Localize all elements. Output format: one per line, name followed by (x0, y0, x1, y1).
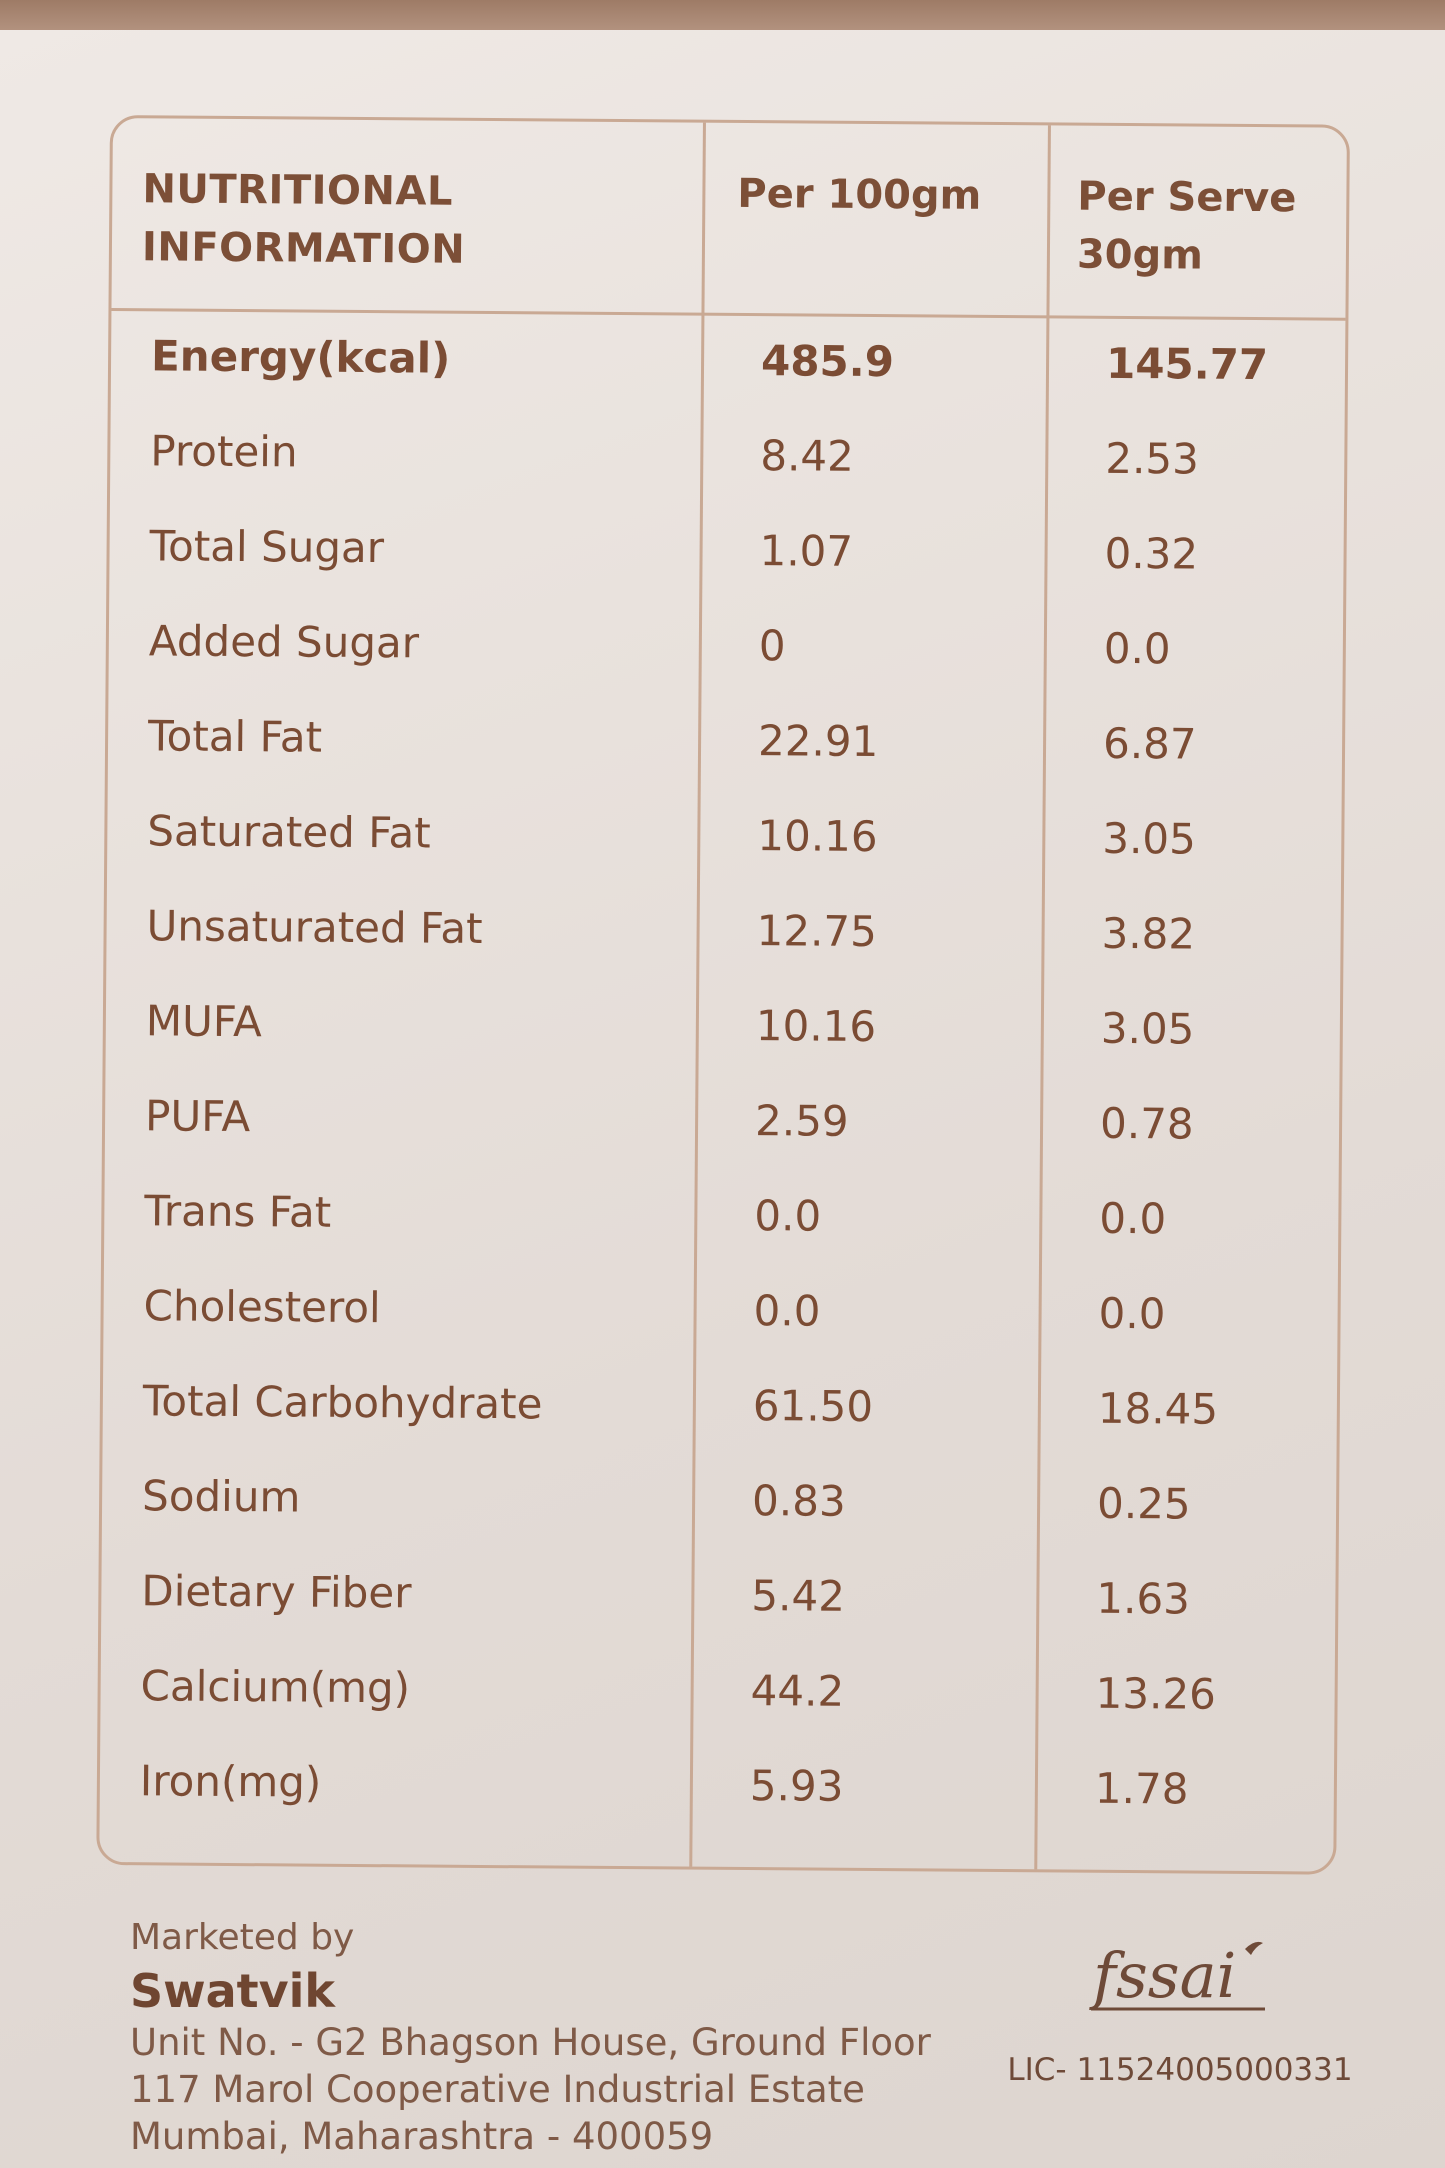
per-100gm-value: 0.0 (754, 1191, 822, 1241)
nutrient-name: Cholesterol (143, 1281, 381, 1333)
table-row: Calcium(mg) 44.2 13.26 (100, 1638, 1335, 1743)
fssai-logo-text: fssai (1089, 1939, 1236, 2012)
per-100gm-value: 10.16 (757, 811, 878, 862)
per-serve-value: 13.26 (1095, 1668, 1217, 1719)
per-100gm-value: 0.0 (753, 1286, 821, 1336)
nutrition-label: NUTRITIONAL INFORMATION Per 100gm Per Se… (0, 30, 1445, 2168)
per-serve-value: 145.77 (1105, 338, 1269, 390)
address-line: Unit No. - G2 Bhagson House, Ground Floo… (130, 2021, 931, 2064)
table-body: Energy(kcal) 485.9 145.77 Protein 8.42 2.53 To… (111, 308, 1345, 1813)
per-serve-value: 0.0 (1099, 1193, 1167, 1244)
table-row: Iron(mg) 5.93 1.78 (100, 1733, 1335, 1838)
table-row: PUFA 2.59 0.78 (105, 1068, 1340, 1173)
nutrient-name: Protein (150, 426, 298, 477)
address-line: 117 Marol Cooperative Industrial Estate (130, 2068, 865, 2111)
table-row: Saturated Fat 10.16 3.05 (107, 783, 1342, 888)
per-100gm-value: 2.59 (754, 1096, 849, 1146)
table-row: Protein 8.42 2.53 (110, 403, 1345, 508)
per-serve-value: 3.82 (1101, 908, 1196, 959)
nutrient-name: Dietary Fiber (141, 1566, 412, 1618)
per-100gm-value: 8.42 (760, 431, 855, 481)
table-row: Added Sugar 0 0.0 (108, 593, 1343, 698)
per-100gm-value: 44.2 (750, 1666, 845, 1716)
table-row: Unsaturated Fat 12.75 3.82 (106, 878, 1341, 983)
table-row: Total Carbohydrate 61.50 18.45 (103, 1353, 1338, 1458)
per-100gm-value: 485.9 (760, 336, 895, 387)
header-per-serve: Per Serve 30gm (1076, 173, 1297, 279)
nutrient-name: Saturated Fat (147, 806, 431, 858)
nutrition-table: NUTRITIONAL INFORMATION Per 100gm Per Se… (96, 115, 1350, 1875)
per-serve-value: 18.45 (1097, 1383, 1219, 1434)
nutrient-name: Sodium (141, 1471, 301, 1522)
per-serve-value: 2.53 (1105, 433, 1200, 484)
per-100gm-value: 10.16 (755, 1001, 877, 1052)
nutrient-name: Calcium(mg) (140, 1661, 411, 1713)
table-row: MUFA 10.16 3.05 (106, 973, 1341, 1078)
nutrient-name: Unsaturated Fat (146, 901, 483, 953)
nutrient-name: Energy(kcal) (150, 331, 451, 383)
per-100gm-value: 5.93 (749, 1761, 844, 1811)
table-row: Cholesterol 0.0 0.0 (103, 1258, 1338, 1363)
fssai-logo: fssai (1089, 1939, 1265, 2012)
nutrient-name: Total Carbohydrate (142, 1376, 543, 1429)
per-serve-value: 0.0 (1098, 1288, 1166, 1339)
nutrient-name: Added Sugar (148, 616, 420, 668)
per-100gm-value: 12.75 (756, 906, 878, 957)
nutrient-name: PUFA (144, 1091, 251, 1142)
per-serve-value: 0.78 (1099, 1098, 1194, 1149)
table-row: Total Sugar 1.07 0.32 (109, 498, 1344, 603)
per-serve-value: 3.05 (1100, 1003, 1195, 1054)
address-line: Mumbai, Maharashtra - 400059 (130, 2115, 714, 2158)
per-100gm-value: 1.07 (759, 526, 854, 576)
per-100gm-value: 61.50 (752, 1381, 874, 1432)
per-100gm-value: 22.91 (757, 716, 879, 767)
marketer-info: Marketed by Swatvik Unit No. - G2 Bhagso… (130, 1915, 931, 2160)
nutrient-name: Iron(mg) (139, 1756, 322, 1807)
per-100gm-value: 0 (758, 621, 786, 671)
brand-name: Swatvik (130, 1964, 336, 2018)
table-row: Total Fat 22.91 6.87 (108, 688, 1343, 793)
marketed-by-label: Marketed by (130, 1917, 355, 1958)
per-100gm-value: 0.83 (751, 1476, 846, 1526)
per-serve-value: 0.0 (1103, 623, 1171, 674)
per-serve-value: 3.05 (1102, 813, 1197, 864)
header-nutritional-information: NUTRITIONAL INFORMATION (141, 166, 466, 273)
per-serve-value: 0.25 (1096, 1478, 1191, 1529)
nutrient-name: Total Fat (147, 711, 323, 762)
nutrient-name: Trans Fat (144, 1186, 332, 1237)
per-100gm-value: 5.42 (751, 1571, 846, 1621)
fssai-block: fssai LIC- 11524005000331 (1000, 1935, 1360, 2090)
table-row: Sodium 0.83 0.25 (102, 1448, 1337, 1553)
nutrient-name: Total Sugar (149, 521, 385, 573)
table-row: Dietary Fiber 5.42 1.63 (101, 1543, 1336, 1648)
nutrient-name: MUFA (145, 996, 263, 1047)
table-row: Energy(kcal) 485.9 145.77 (111, 308, 1346, 413)
table-row: Trans Fat 0.0 0.0 (104, 1163, 1339, 1268)
license-number: LIC- 11524005000331 (1007, 2052, 1353, 2088)
per-serve-value: 1.63 (1096, 1573, 1191, 1624)
per-serve-value: 6.87 (1102, 718, 1197, 769)
per-serve-value: 0.32 (1104, 528, 1199, 579)
per-serve-value: 1.78 (1094, 1763, 1189, 1814)
header-per-100gm: Per 100gm (737, 170, 982, 219)
